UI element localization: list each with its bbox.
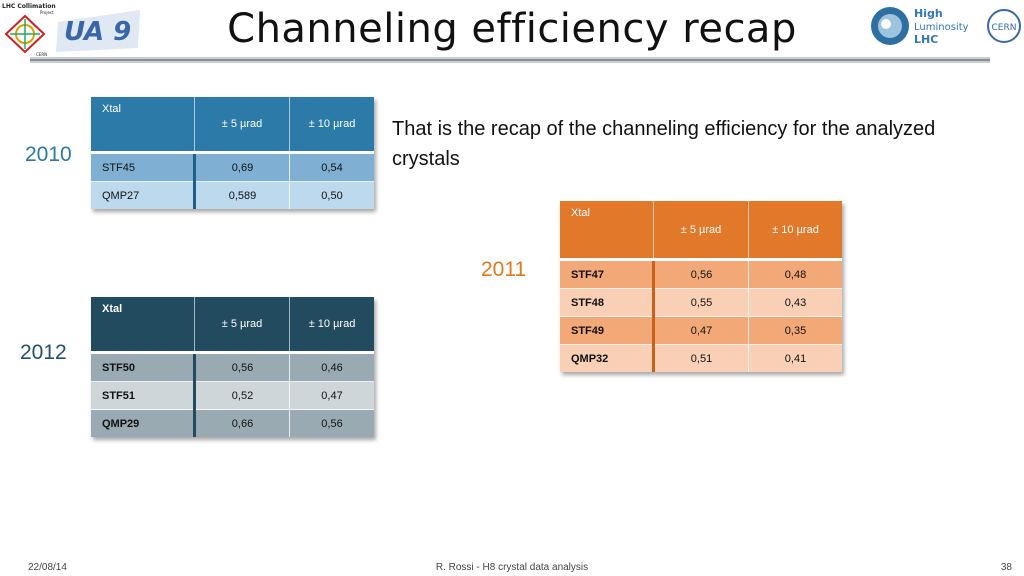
cell-xtal: STF49	[560, 316, 655, 345]
table-header-row: Xtal ± 5 µrad ± 10 µrad	[91, 97, 374, 154]
cell-10urad: 0,46	[289, 352, 374, 382]
lhc-collimation-logo: LHC Collimation Project CERN UA 9	[2, 3, 140, 57]
logo-high-text: High	[914, 7, 943, 20]
cell-10urad: 0,54	[289, 152, 374, 182]
logo-cern-small-text: CERN	[36, 52, 47, 57]
cell-5urad: 0,66	[194, 409, 290, 437]
table-row: STF50 0,56 0,46	[91, 352, 374, 382]
efficiency-table-2012: Xtal ± 5 µrad ± 10 µrad STF50 0,56 0,46 …	[91, 297, 374, 437]
cell-5urad: 0,47	[653, 316, 749, 345]
table-row: QMP32 0,51 0,41	[560, 344, 842, 372]
table-row: QMP29 0,66 0,56	[91, 409, 374, 437]
cell-xtal: STF47	[560, 259, 655, 289]
header-divider	[30, 57, 990, 63]
cell-10urad: 0,50	[289, 181, 374, 209]
cell-xtal: QMP32	[560, 344, 655, 372]
table-row: QMP27 0,589 0,50	[91, 181, 374, 209]
intro-text: That is the recap of the channeling effi…	[392, 118, 936, 170]
header-10urad: ± 10 µrad	[289, 297, 374, 354]
header-xtal: Xtal	[560, 201, 654, 261]
cell-5urad: 0,589	[194, 181, 290, 209]
header-5urad: ± 5 µrad	[653, 201, 749, 261]
table-row: STF49 0,47 0,35	[560, 316, 842, 345]
header-5urad: ± 5 µrad	[194, 297, 290, 354]
cell-5urad: 0,52	[194, 381, 290, 410]
header-10urad: ± 10 µrad	[748, 201, 842, 261]
table-header-row: Xtal ± 5 µrad ± 10 µrad	[91, 297, 374, 354]
logo-lhc-collimation-text: LHC Collimation	[2, 3, 56, 10]
cell-xtal: QMP29	[91, 409, 196, 437]
footer-page-number: 38	[1000, 562, 1012, 573]
cell-xtal: STF48	[560, 288, 655, 317]
footer-date: 22/08/14	[28, 562, 67, 573]
cell-xtal: QMP27	[91, 181, 196, 209]
header-xtal: Xtal	[91, 297, 195, 354]
logo-ua9-text: UA 9	[64, 17, 131, 47]
cell-10urad: 0,43	[748, 288, 842, 317]
cell-5urad: 0,55	[653, 288, 749, 317]
cell-5urad: 0,69	[194, 152, 290, 182]
table-row: STF51 0,52 0,47	[91, 381, 374, 410]
logo-lhc-text: LHC	[914, 33, 938, 46]
cell-xtal: STF51	[91, 381, 196, 410]
logos-right: High Luminosity LHC CERN	[864, 0, 1024, 58]
hl-lhc-logo: High Luminosity LHC CERN	[871, 7, 1021, 46]
cell-10urad: 0,48	[748, 259, 842, 289]
header-10urad: ± 10 µrad	[289, 97, 374, 154]
footer-author-title: R. Rossi - H8 crystal data analysis	[435, 562, 589, 573]
header-5urad: ± 5 µrad	[194, 97, 290, 154]
cell-10urad: 0,35	[748, 316, 842, 345]
cell-xtal: STF50	[91, 352, 196, 382]
year-label-2010: 2010	[25, 143, 72, 166]
cell-10urad: 0,47	[289, 381, 374, 410]
cell-5urad: 0,51	[653, 344, 749, 372]
efficiency-table-2011: Xtal ± 5 µrad ± 10 µrad STF47 0,56 0,48 …	[560, 201, 842, 372]
cell-10urad: 0,41	[748, 344, 842, 372]
logos-left: LHC Collimation Project CERN UA 9	[0, 0, 150, 58]
cell-xtal: STF45	[91, 152, 196, 182]
cell-5urad: 0,56	[194, 352, 290, 382]
table-row: STF47 0,56 0,48	[560, 259, 842, 289]
year-label-2011: 2011	[481, 258, 527, 281]
table-row: STF48 0,55 0,43	[560, 288, 842, 317]
logo-luminosity-text: Luminosity	[914, 22, 969, 33]
cell-5urad: 0,56	[653, 259, 749, 289]
efficiency-table-2010: Xtal ± 5 µrad ± 10 µrad STF45 0,69 0,54 …	[91, 97, 374, 209]
cell-10urad: 0,56	[289, 409, 374, 437]
logo-project-text: Project	[40, 10, 54, 15]
table-row: STF45 0,69 0,54	[91, 152, 374, 182]
table-header-row: Xtal ± 5 µrad ± 10 µrad	[560, 201, 842, 261]
page-title: Channeling efficiency recap	[227, 6, 797, 52]
header-xtal: Xtal	[91, 97, 195, 154]
logo-cern-text: CERN	[992, 23, 1017, 33]
year-label-2012: 2012	[20, 341, 67, 364]
